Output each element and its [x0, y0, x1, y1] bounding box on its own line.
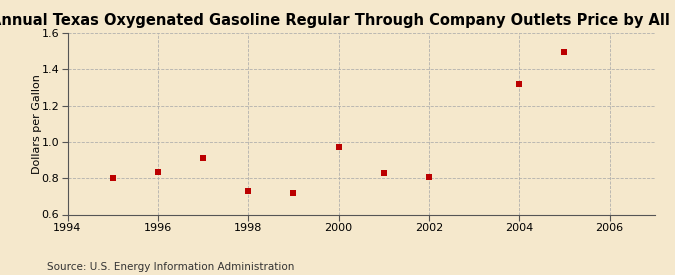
- Y-axis label: Dollars per Gallon: Dollars per Gallon: [32, 74, 43, 174]
- Point: [198, 156, 209, 160]
- Text: Source: U.S. Energy Information Administration: Source: U.S. Energy Information Administ…: [47, 262, 294, 272]
- Point: [333, 145, 344, 149]
- Point: [378, 170, 389, 175]
- Point: [514, 82, 524, 86]
- Title: Annual Texas Oxygenated Gasoline Regular Through Company Outlets Price by All Se: Annual Texas Oxygenated Gasoline Regular…: [0, 13, 675, 28]
- Point: [153, 169, 163, 174]
- Point: [107, 176, 118, 180]
- Point: [423, 175, 434, 179]
- Point: [288, 191, 299, 195]
- Point: [559, 50, 570, 54]
- Point: [243, 189, 254, 193]
